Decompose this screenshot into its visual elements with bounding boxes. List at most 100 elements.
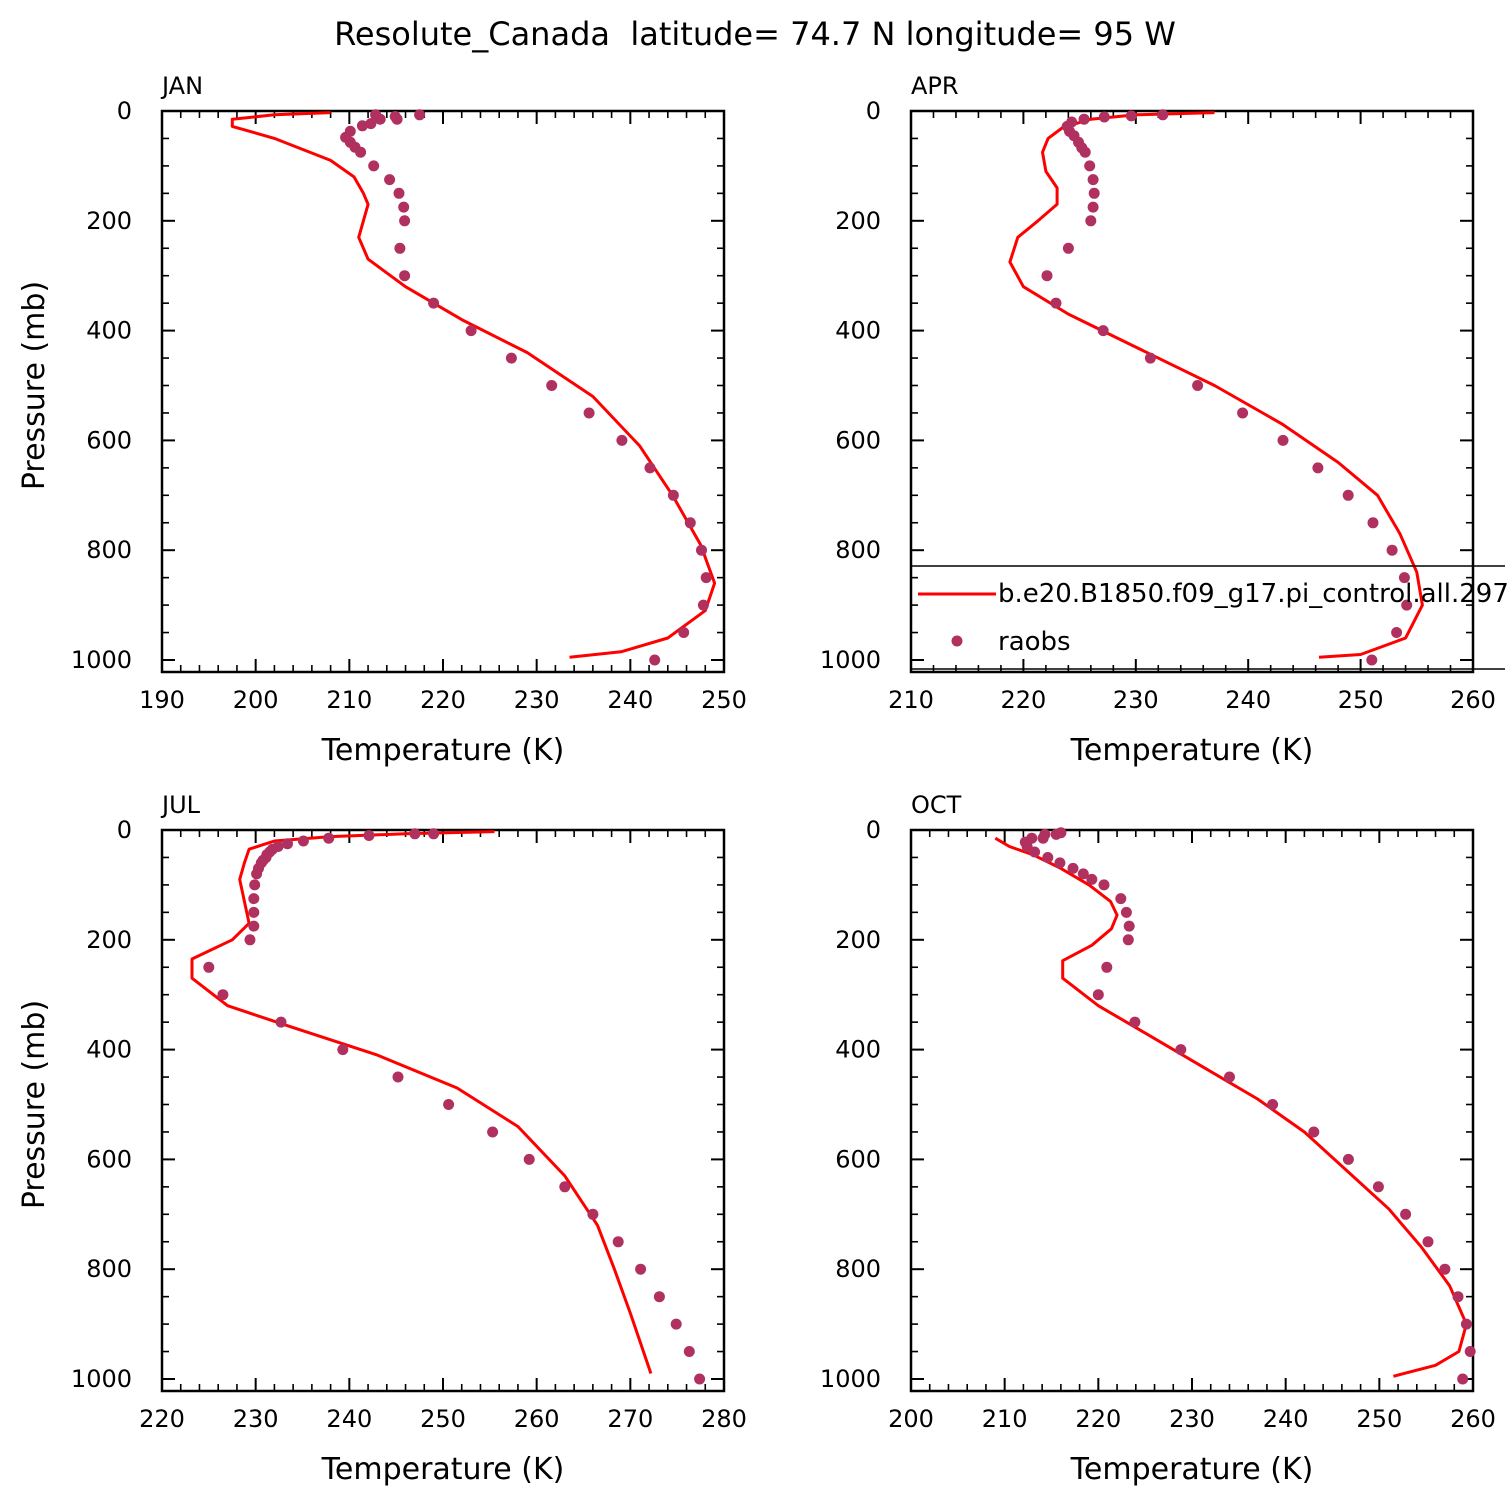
panel-label: OCT — [911, 791, 962, 819]
raobs-point — [1097, 325, 1109, 337]
raobs-point — [684, 517, 696, 529]
y-tick-label: 600 — [835, 1145, 881, 1173]
raobs-point — [583, 407, 595, 419]
x-tick-label: 250 — [420, 1405, 466, 1433]
raobs-point — [653, 1291, 665, 1303]
raobs-point — [1098, 879, 1110, 891]
x-tick-label: 230 — [1169, 1405, 1215, 1433]
raobs-point — [1087, 174, 1099, 186]
y-tick-label: 0 — [866, 816, 881, 844]
raobs-point — [384, 174, 396, 186]
y-tick-label: 0 — [866, 97, 881, 125]
raobs-point — [355, 146, 367, 158]
raobs-point — [465, 325, 477, 337]
raobs-point — [1079, 146, 1091, 158]
plot-frame — [909, 828, 1475, 1393]
raobs-point — [1123, 920, 1135, 932]
raobs-point — [428, 297, 440, 309]
y-tick-label: 600 — [86, 1145, 132, 1173]
raobs-point — [394, 242, 406, 254]
y-tick-label: 200 — [86, 207, 132, 235]
raobs-point — [1372, 1181, 1384, 1193]
raobs-point — [1400, 1208, 1412, 1220]
x-tick-label: 190 — [139, 686, 185, 714]
model-profile-line — [1008, 111, 1424, 659]
raobs-point — [1192, 380, 1204, 391]
raobs-point — [1175, 1044, 1187, 1056]
raobs-point — [443, 1099, 455, 1110]
raobs-point — [1457, 1373, 1469, 1385]
raobs-point — [323, 832, 335, 844]
raobs-point — [399, 270, 411, 282]
raobs-point — [251, 868, 263, 880]
raobs-point — [635, 1263, 647, 1275]
raobs-point — [1037, 832, 1049, 844]
y-tick-label: 800 — [835, 536, 881, 564]
x-tick-label: 260 — [1450, 686, 1496, 714]
raobs-point — [1042, 852, 1054, 863]
panel-jan: JAN 190 200 210 220 230 240 250 0 200 400 600 800 100… — [17, 72, 747, 768]
panels: JAN 190 200 210 220 230 240 250 0 200 400 600 800 100… — [17, 72, 1509, 1487]
raobs-point — [275, 1016, 287, 1028]
raobs-point — [612, 1236, 624, 1248]
plot-frame — [909, 109, 1475, 674]
raobs-point — [700, 572, 712, 584]
y-tick-label: 400 — [835, 1036, 881, 1064]
y-tick-label: 200 — [835, 926, 881, 954]
raobs-point — [1125, 110, 1137, 122]
raobs-point — [696, 544, 707, 556]
plot-frame — [160, 109, 726, 674]
raobs-point — [616, 434, 628, 446]
raobs-point — [546, 380, 558, 391]
raobs-point — [282, 838, 293, 850]
raobs-point — [1277, 434, 1289, 446]
raobs-point — [683, 1346, 695, 1357]
raobs-point — [1398, 572, 1410, 584]
y-tick-label: 1000 — [820, 646, 881, 674]
raobs-point — [523, 1153, 535, 1165]
x-tick-label: 270 — [607, 1405, 653, 1433]
x-tick-label: 230 — [514, 686, 560, 714]
raobs-point — [667, 489, 679, 501]
raobs-point — [414, 109, 426, 121]
raobs-point — [217, 989, 229, 1001]
raobs-point — [1067, 862, 1079, 874]
raobs-point — [1422, 1236, 1434, 1248]
raobs-point — [1342, 489, 1354, 501]
raobs-point — [1050, 828, 1062, 840]
x-tick-label: 220 — [420, 686, 466, 714]
x-tick-label: 240 — [326, 1405, 372, 1433]
y-tick-label: 600 — [86, 426, 132, 454]
x-tick-label: 220 — [139, 1405, 185, 1433]
y-tick-label: 800 — [835, 1255, 881, 1283]
raobs-point — [356, 120, 368, 132]
raobs-point — [374, 113, 386, 125]
raobs-point — [1085, 215, 1097, 227]
panel-oct: OCT 200 210 220 230 240 250 260 0 200 400 600 800 100… — [820, 791, 1496, 1487]
raobs-point — [398, 201, 410, 213]
raobs-point — [1367, 517, 1379, 529]
panel-label: JAN — [160, 72, 203, 100]
raobs-point — [1464, 1346, 1476, 1357]
raobs-point — [644, 462, 656, 474]
x-tick-label: 230 — [1113, 686, 1159, 714]
y-tick-label: 800 — [86, 536, 132, 564]
raobs-point — [297, 835, 309, 847]
y-tick-label: 800 — [86, 1255, 132, 1283]
raobs-point — [1439, 1263, 1451, 1275]
raobs-point — [1452, 1291, 1464, 1303]
x-tick-label: 260 — [1450, 1405, 1496, 1433]
y-tick-label: 200 — [835, 207, 881, 235]
x-tick-label: 230 — [233, 1405, 279, 1433]
x-axis-label: Temperature (K) — [321, 733, 565, 768]
x-tick-label: 210 — [326, 686, 372, 714]
legend-model-label: b.e20.B1850.f09_g17.pi_control.all.297 — [998, 579, 1509, 609]
raobs-point — [391, 113, 403, 125]
raobs-point — [1366, 654, 1378, 666]
raobs-point — [363, 830, 375, 841]
raobs-point — [697, 599, 709, 611]
y-axis-label: Pressure (mb) — [17, 281, 52, 490]
raobs-point — [1087, 201, 1099, 213]
raobs-point — [1144, 352, 1156, 364]
